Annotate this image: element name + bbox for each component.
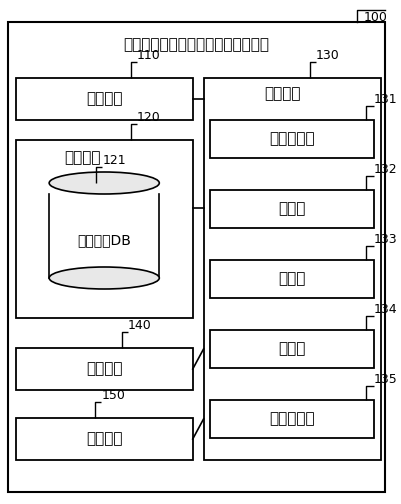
Text: 記憶手段: 記憶手段 [65,151,101,165]
Ellipse shape [49,267,159,289]
Text: 110: 110 [136,49,160,62]
Text: 制御手段: 制御手段 [263,87,300,101]
Text: 120: 120 [136,111,160,124]
Bar [210,120,373,158]
Bar [203,78,380,460]
Text: 131: 131 [373,93,396,106]
Text: 150: 150 [101,389,125,402]
Text: 133: 133 [373,233,396,246]
Text: 121: 121 [102,154,126,167]
Text: 132: 132 [373,163,396,176]
Text: 停止状態車両の発生エリア検出装置: 停止状態車両の発生エリア検出装置 [124,37,269,52]
Bar [210,330,373,368]
Text: 通信手段: 通信手段 [86,92,122,106]
Bar [16,418,192,460]
Text: 検出部: 検出部 [277,342,305,356]
Bar [16,140,192,318]
Text: 算出部: 算出部 [277,272,305,286]
Bar [210,190,373,228]
Text: 計数部: 計数部 [277,202,305,217]
Bar [210,400,373,438]
Text: 130: 130 [315,49,338,62]
Text: 出力手段: 出力手段 [86,431,122,447]
Ellipse shape [49,172,159,194]
Bar [16,348,192,390]
Text: 134: 134 [373,303,396,316]
Bar [210,260,373,298]
Text: 表示制御部: 表示制御部 [269,411,314,426]
Text: 140: 140 [128,319,151,332]
Bar [16,78,192,120]
Text: 運行情報DB: 運行情報DB [77,233,131,247]
Text: 135: 135 [373,373,397,386]
Bar [49,194,159,278]
Text: 入力手段: 入力手段 [86,361,122,376]
Text: 領域設定部: 領域設定部 [269,132,314,147]
Text: 100: 100 [363,11,387,24]
